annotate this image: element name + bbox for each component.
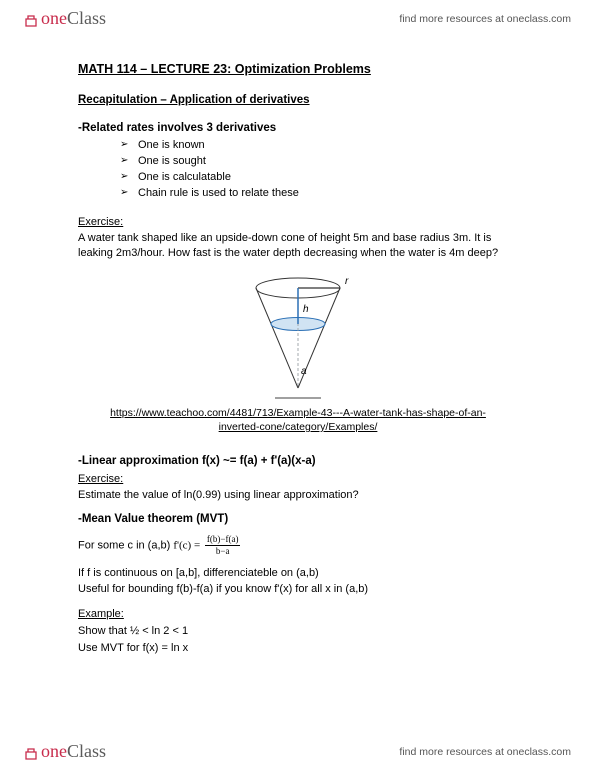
brand-icon (24, 12, 38, 26)
brand-logo: oneClass (24, 741, 106, 762)
brand-text-one: one (41, 741, 67, 762)
related-rates-heading: -Related rates involves 3 derivatives (78, 122, 518, 134)
mvt-text-a: For some c in (a,b) (78, 539, 173, 551)
page-title: MATH 114 – LECTURE 23: Optimization Prob… (78, 62, 518, 76)
footer-tagline: find more resources at oneclass.com (399, 746, 571, 758)
svg-text:a: a (301, 366, 307, 377)
exercise2-text: Estimate the value of ln(0.99) using lin… (78, 488, 518, 503)
page-header: oneClass find more resources at oneclass… (0, 0, 595, 37)
linear-approx-heading: -Linear approximation f(x) ~= f(a) + f'(… (78, 455, 518, 467)
source-link[interactable]: https://www.teachoo.com/4481/713/Example… (78, 407, 518, 434)
related-rates-list: One is known One is sought One is calcul… (120, 138, 518, 202)
example-line1: Show that ½ < ln 2 < 1 (78, 624, 518, 639)
brand-icon (24, 745, 38, 759)
mvt-formula-line: For some c in (a,b) f'(c) = f(b)−f(a) b−… (78, 535, 518, 556)
example-label: Example: (78, 607, 518, 622)
svg-text:r: r (345, 276, 349, 287)
cone-diagram: r h a (78, 270, 518, 403)
mvt-line2: If f is continuous on [a,b], differencia… (78, 566, 518, 581)
example-line2: Use MVT for f(x) = ln x (78, 641, 518, 656)
brand-text-class: Class (67, 741, 106, 762)
svg-text:h: h (303, 304, 309, 315)
document-body: MATH 114 – LECTURE 23: Optimization Prob… (78, 62, 518, 666)
page-footer: oneClass find more resources at oneclass… (0, 733, 595, 770)
brand-text-class: Class (67, 8, 106, 29)
mvt-text-b: f'(c) = (173, 539, 203, 551)
source-link-line1: https://www.teachoo.com/4481/713/Example… (110, 407, 486, 419)
list-item: One is known (120, 138, 518, 154)
fraction-denominator: b−a (205, 546, 241, 556)
source-link-line2: inverted-cone/category/Examples/ (219, 421, 378, 433)
list-item: One is sought (120, 154, 518, 170)
exercise-label: Exercise: (78, 216, 518, 228)
list-item: Chain rule is used to relate these (120, 186, 518, 202)
header-tagline: find more resources at oneclass.com (399, 13, 571, 25)
list-item: One is calculatable (120, 170, 518, 186)
brand-text-one: one (41, 8, 67, 29)
recap-heading: Recapitulation – Application of derivati… (78, 94, 518, 106)
mvt-fraction: f(b)−f(a) b−a (205, 535, 241, 556)
exercise-label: Exercise: (78, 473, 518, 485)
brand-logo: oneClass (24, 8, 106, 29)
fraction-numerator: f(b)−f(a) (205, 535, 241, 546)
mvt-heading: -Mean Value theorem (MVT) (78, 513, 518, 525)
mvt-line3: Useful for bounding f(b)-f(a) if you kno… (78, 582, 518, 597)
exercise1-text: A water tank shaped like an upside-down … (78, 231, 518, 261)
